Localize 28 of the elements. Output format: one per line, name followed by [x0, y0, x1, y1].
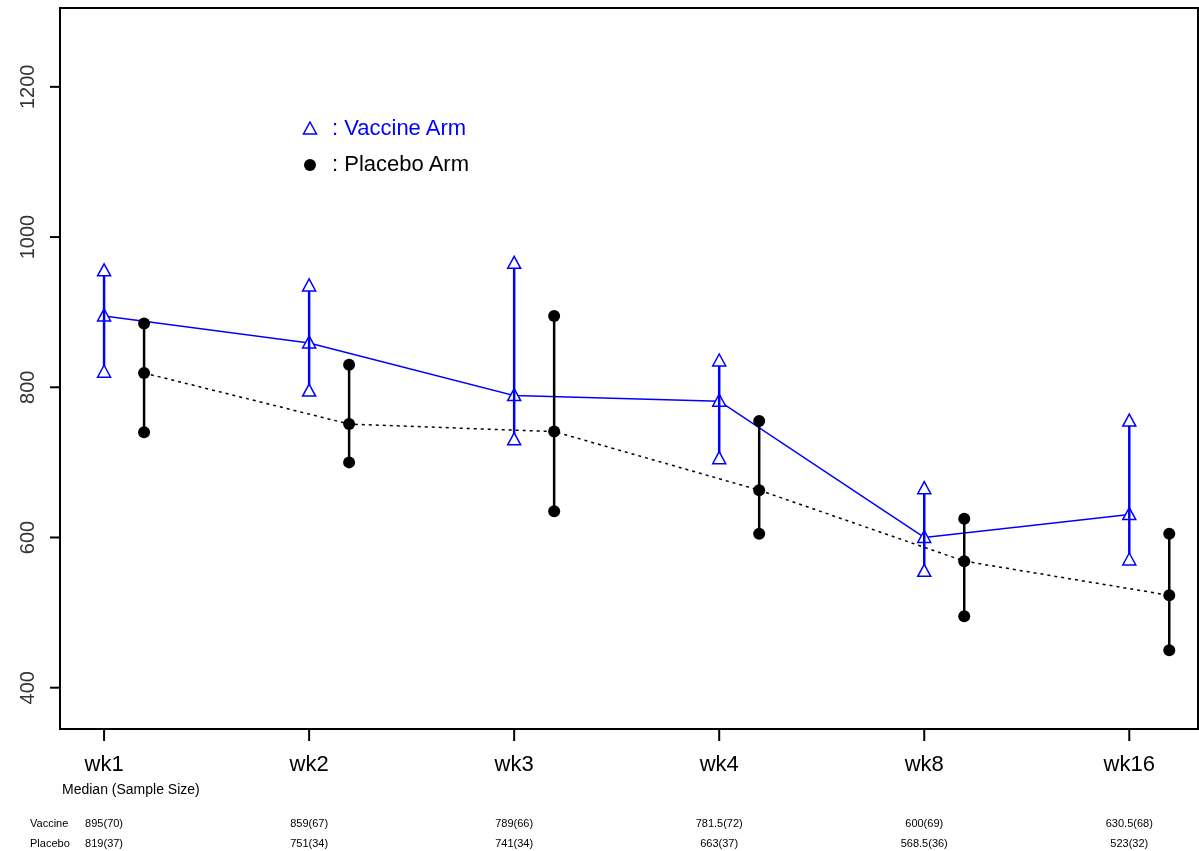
- data-label: 859(67): [289, 817, 330, 829]
- y-tick-label: 600: [16, 520, 38, 555]
- legend-label: : Vaccine Arm: [332, 115, 467, 141]
- data-label: 751(34): [289, 837, 330, 849]
- x-tick-label: wk4: [698, 750, 739, 776]
- data-label: 895(70): [85, 817, 124, 829]
- data-label: 741(34): [494, 837, 535, 849]
- x-tick-label: wk1: [83, 750, 124, 776]
- y-tick-label: 400: [16, 671, 38, 705]
- y-tick-label: 1000: [16, 214, 38, 260]
- x-tick-label: wk16: [1102, 750, 1155, 776]
- text: Median (Sample Size): [62, 781, 200, 797]
- data-label: 789(66): [494, 817, 535, 829]
- data-label: 568.5(36): [899, 837, 949, 849]
- legend-label: : Placebo Arm: [332, 151, 469, 177]
- y-tick-label: 800: [16, 370, 38, 404]
- data-label: 663(37): [699, 837, 740, 849]
- text: Placebo: [30, 837, 70, 849]
- x-tick-label: wk2: [288, 750, 329, 776]
- data-label: 600(69): [904, 817, 945, 829]
- data-label: 781.5(72): [694, 817, 744, 829]
- x-tick-label: wk3: [493, 750, 534, 776]
- text: Vaccine: [30, 817, 69, 829]
- data-label: 630.5(68): [1104, 817, 1154, 829]
- y-tick-label: 1200: [16, 64, 38, 110]
- x-tick-label: wk8: [903, 750, 944, 776]
- data-label: 819(37): [85, 837, 124, 849]
- data-label: 523(32): [1109, 837, 1150, 849]
